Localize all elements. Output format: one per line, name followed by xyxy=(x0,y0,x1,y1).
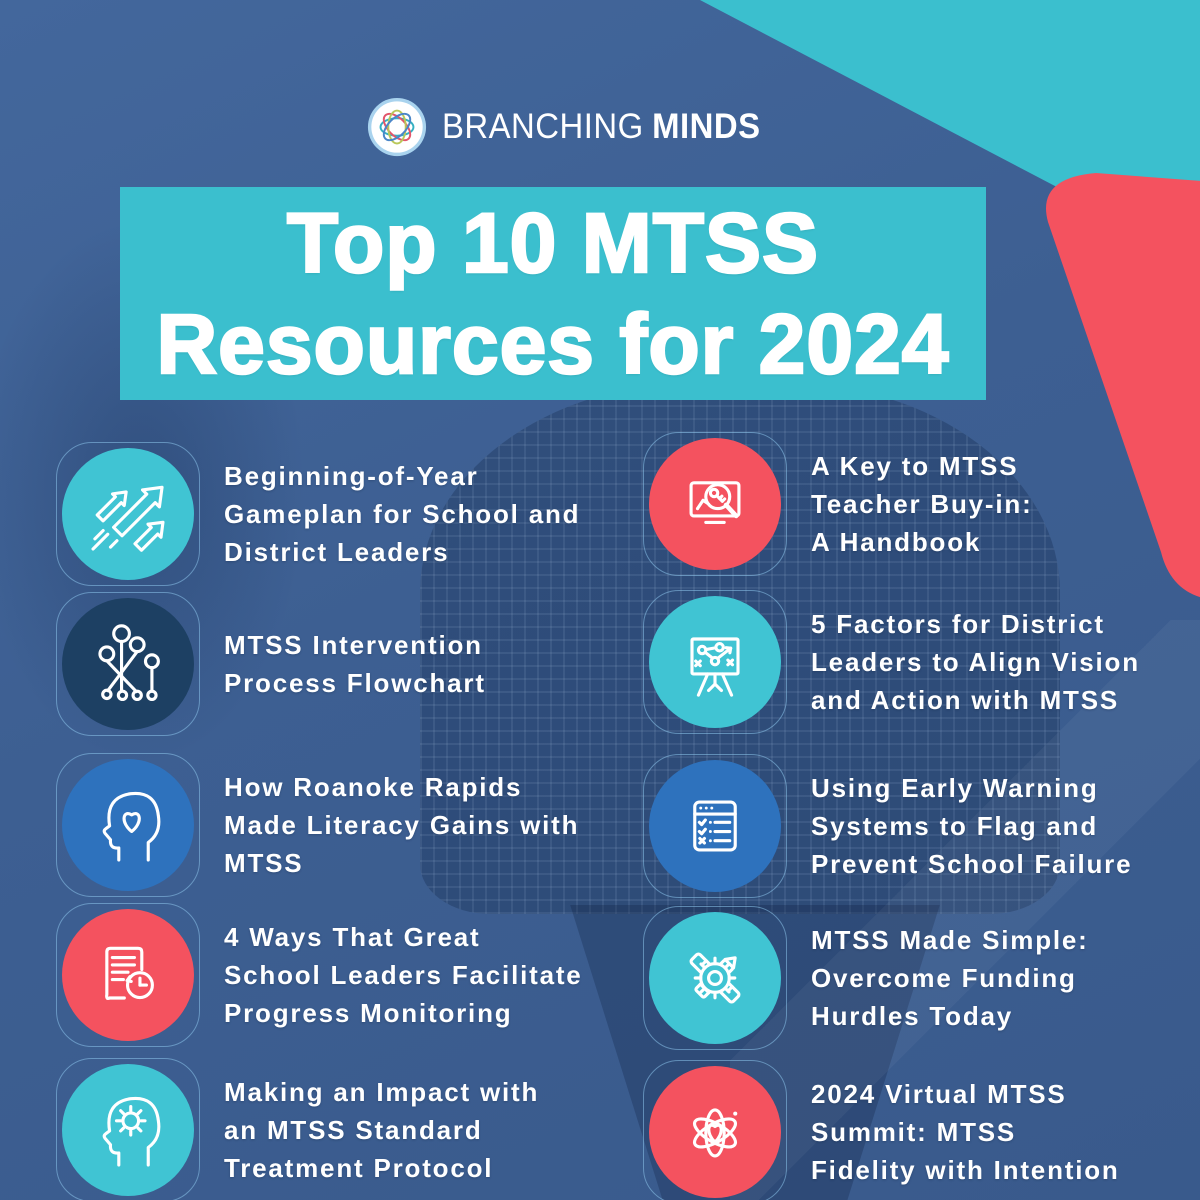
icon-circle xyxy=(649,760,781,892)
brand-name-bold: MINDS xyxy=(652,107,761,146)
resource-title-line: School Leaders Facilitate xyxy=(224,960,583,990)
resource-item: MTSS Made Simple: Overcome Funding Hurdl… xyxy=(643,906,1089,1050)
resource-title-line: an MTSS Standard xyxy=(224,1115,483,1145)
resource-title: Using Early Warning Systems to Flag and … xyxy=(811,769,1132,883)
resource-title-line: MTSS xyxy=(224,848,304,878)
icon-frame xyxy=(643,906,787,1050)
resource-item: MTSS Intervention Process Flowchart xyxy=(56,592,486,736)
resource-title: 2024 Virtual MTSS Summit: MTSS Fidelity … xyxy=(811,1075,1120,1189)
resource-title-line: Making an Impact with xyxy=(224,1077,540,1107)
resource-title-line: Progress Monitoring xyxy=(224,998,513,1028)
resource-title-line: Beginning-of-Year xyxy=(224,461,479,491)
icon-circle xyxy=(649,1066,781,1198)
resource-title: 4 Ways That Great School Leaders Facilit… xyxy=(224,918,583,1032)
brand-name-regular: BRANCHING xyxy=(442,107,644,146)
resource-item: How Roanoke Rapids Made Literacy Gains w… xyxy=(56,753,579,897)
icon-frame xyxy=(643,590,787,734)
resource-title-line: Hurdles Today xyxy=(811,1001,1014,1031)
page-title-line-1: Top 10 MTSS xyxy=(286,194,820,291)
icon-circle xyxy=(649,438,781,570)
resource-item: 2024 Virtual MTSS Summit: MTSS Fidelity … xyxy=(643,1060,1120,1200)
document-clock-icon xyxy=(105,946,154,1001)
resource-title-line: Systems to Flag and xyxy=(811,811,1099,841)
monitor-magnifier-icon xyxy=(689,481,741,524)
icon-circle xyxy=(62,759,194,891)
icon-circle xyxy=(649,912,781,1044)
resource-title: Making an Impact with an MTSS Standard T… xyxy=(224,1073,539,1187)
resource-title-line: Using Early Warning xyxy=(811,773,1099,803)
flowchart-icon xyxy=(98,624,160,701)
checklist-icon xyxy=(693,800,737,852)
resource-title: Beginning-of-Year Gameplan for School an… xyxy=(224,457,580,571)
resource-title-line: Process Flowchart xyxy=(224,668,486,698)
icon-frame xyxy=(643,754,787,898)
resource-title-line: Leaders to Align Vision xyxy=(811,647,1140,677)
resource-title: MTSS Made Simple: Overcome Funding Hurdl… xyxy=(811,921,1089,1035)
resource-title-line: Made Literacy Gains with xyxy=(224,810,580,840)
icon-frame xyxy=(56,903,200,1047)
resource-item: A Key to MTSS Teacher Buy-in: A Handbook xyxy=(643,432,1033,576)
page-title-line-2: Resources for 2024 xyxy=(155,295,950,392)
icon-frame xyxy=(56,1058,200,1200)
resource-title: A Key to MTSS Teacher Buy-in: A Handbook xyxy=(811,447,1033,561)
resource-title-line: A Key to MTSS xyxy=(811,451,1019,481)
icon-circle xyxy=(62,598,194,730)
brand-name: BRANCHING MINDS xyxy=(442,107,760,147)
icon-circle xyxy=(62,448,194,580)
icon-circle xyxy=(649,596,781,728)
gear-tools-icon xyxy=(689,952,741,1004)
atom-heart-icon xyxy=(692,1108,738,1158)
resource-title-line: Fidelity with Intention xyxy=(811,1155,1120,1185)
resource-title-line: 5 Factors for District xyxy=(811,609,1105,639)
strategy-board-icon xyxy=(690,637,740,697)
resource-item: 4 Ways That Great School Leaders Facilit… xyxy=(56,903,583,1047)
resource-title-line: and Action with MTSS xyxy=(811,685,1120,715)
title-banner: Top 10 MTSS Resources for 2024 xyxy=(120,187,986,400)
resource-title-line: Summit: MTSS xyxy=(811,1117,1017,1147)
resource-title-line: Prevent School Failure xyxy=(811,849,1133,879)
branching-minds-logo-icon xyxy=(367,97,427,157)
resource-title: MTSS Intervention Process Flowchart xyxy=(224,626,486,702)
resource-item: Making an Impact with an MTSS Standard T… xyxy=(56,1058,539,1200)
icon-circle xyxy=(62,1064,194,1196)
head-heart-icon xyxy=(102,791,161,862)
icon-frame xyxy=(643,1060,787,1200)
icon-circle xyxy=(62,909,194,1041)
head-gear-icon xyxy=(102,1096,161,1167)
resource-title-line: MTSS Made Simple: xyxy=(811,925,1089,955)
resource-title-line: A Handbook xyxy=(811,527,982,557)
brand-lockup: BRANCHING MINDS xyxy=(366,96,781,158)
resource-title-line: District Leaders xyxy=(224,537,450,567)
resource-title-line: Teacher Buy-in: xyxy=(811,489,1033,519)
icon-frame xyxy=(56,592,200,736)
resource-title-line: 2024 Virtual MTSS xyxy=(811,1079,1067,1109)
resource-title-line: Treatment Protocol xyxy=(224,1153,494,1183)
resource-item: 5 Factors for District Leaders to Align … xyxy=(643,590,1140,734)
resource-title-line: Overcome Funding xyxy=(811,963,1077,993)
resource-title-line: How Roanoke Rapids xyxy=(224,772,523,802)
background-facet xyxy=(730,620,1200,1200)
resource-item: Using Early Warning Systems to Flag and … xyxy=(643,754,1132,898)
resource-title-line: MTSS Intervention xyxy=(224,630,483,660)
icon-frame xyxy=(56,753,200,897)
resource-title-line: 4 Ways That Great xyxy=(224,922,481,952)
icon-frame xyxy=(643,432,787,576)
resource-title: 5 Factors for District Leaders to Align … xyxy=(811,605,1140,719)
red-corner-blob xyxy=(1046,173,1200,598)
growth-arrows-icon xyxy=(91,485,165,552)
icon-frame xyxy=(56,442,200,586)
resource-title: How Roanoke Rapids Made Literacy Gains w… xyxy=(224,768,579,882)
resource-item: Beginning-of-Year Gameplan for School an… xyxy=(56,442,580,586)
resource-title-line: Gameplan for School and xyxy=(224,499,581,529)
